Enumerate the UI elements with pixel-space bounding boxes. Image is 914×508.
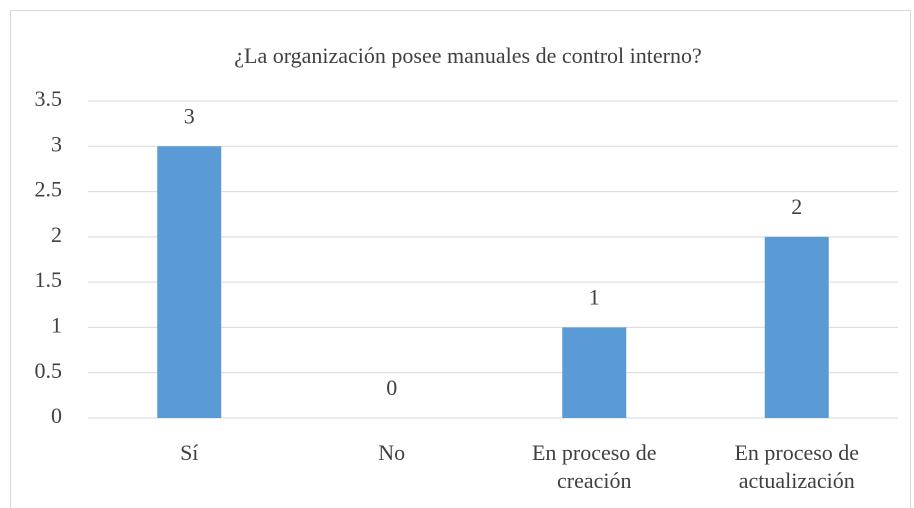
bar [764,236,829,418]
bar [562,327,627,418]
x-tick-label: No [378,440,406,465]
data-label: 3 [184,103,195,128]
bar [157,146,222,419]
y-tick-label: 3 [51,131,62,156]
y-tick-label: 2.5 [35,177,63,202]
x-tick-label: Sí [180,440,199,465]
y-tick-label: 2 [51,222,62,247]
y-tick-label: 1 [51,312,62,337]
chart-title: ¿La organización posee manuales de contr… [234,43,702,68]
data-label: 2 [791,194,802,219]
y-tick-label: 3.5 [35,86,63,111]
y-tick-label: 1.5 [35,267,63,292]
x-tick-label: En proceso de creación [531,440,657,493]
data-label: 1 [589,284,600,309]
x-tick-label: En proceso de actualización [734,440,860,493]
y-tick-label: 0.5 [35,358,63,383]
y-tick-label: 0 [51,403,62,428]
data-label: 0 [386,375,397,400]
